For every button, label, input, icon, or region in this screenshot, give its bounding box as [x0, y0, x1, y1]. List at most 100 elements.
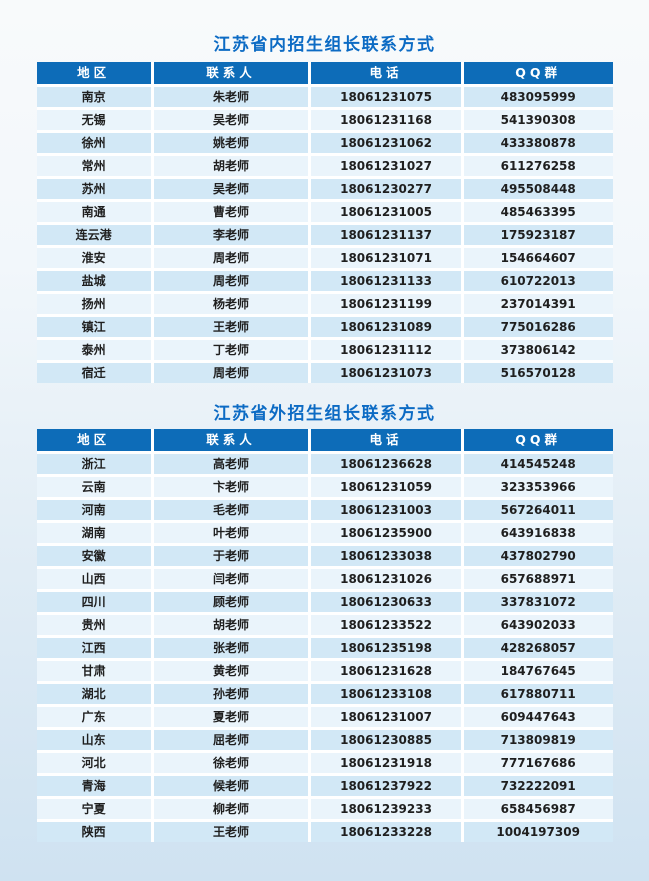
section-jiangsu-outside: 江苏省外招生组长联系方式 地区 联系人 电话 QQ群 浙江 高老师 18061236… [0, 399, 649, 842]
region-cell: 安徽 [36, 546, 151, 566]
table-row: 无锡 吴老师 18061231168 541390308 [36, 110, 613, 130]
table-title-outside: 江苏省外招生组长联系方式 [213, 404, 436, 424]
contact-cell: 于老师 [153, 546, 309, 566]
table-row: 宁夏 柳老师 18061239233 658456987 [36, 799, 613, 819]
qq-group-cell: 428268057 [463, 638, 613, 658]
phone-cell: 18061231137 [311, 225, 461, 245]
region-cell: 连云港 [36, 225, 151, 245]
phone-cell: 18061231133 [311, 271, 461, 291]
qq-group-cell: 732222091 [463, 776, 613, 796]
column-header-qq-group: QQ群 [463, 429, 613, 451]
table-row: 宿迁 周老师 18061231073 516570128 [36, 363, 613, 383]
phone-cell: 18061233522 [311, 615, 461, 635]
table-row: 南通 曹老师 18061231005 485463395 [36, 202, 613, 222]
phone-cell: 18061231007 [311, 707, 461, 727]
phone-cell: 18061231062 [311, 133, 461, 153]
qq-group-cell: 184767645 [463, 661, 613, 681]
phone-cell: 18061230277 [311, 179, 461, 199]
phone-cell: 18061231168 [311, 110, 461, 130]
qq-group-cell: 611276258 [463, 156, 613, 176]
contact-cell: 姚老师 [153, 133, 309, 153]
qq-group-cell: 516570128 [463, 363, 613, 383]
region-cell: 镇江 [36, 317, 151, 337]
phone-cell: 18061231199 [311, 294, 461, 314]
phone-cell: 18061231075 [311, 87, 461, 107]
qq-group-cell: 337831072 [463, 592, 613, 612]
phone-cell: 18061233038 [311, 546, 461, 566]
region-cell: 南通 [36, 202, 151, 222]
column-header-phone: 电话 [311, 429, 461, 451]
table-row: 镇江 王老师 18061231089 775016286 [36, 317, 613, 337]
column-header-phone: 电话 [311, 62, 461, 84]
qq-group-cell: 777167686 [463, 753, 613, 773]
qq-group-cell: 483095999 [463, 87, 613, 107]
table-row: 连云港 李老师 18061231137 175923187 [36, 225, 613, 245]
contact-cell: 夏老师 [153, 707, 309, 727]
qq-group-cell: 713809819 [463, 730, 613, 750]
contact-cell: 周老师 [153, 363, 309, 383]
phone-cell: 18061233228 [311, 822, 461, 842]
region-cell: 常州 [36, 156, 151, 176]
contact-cell: 李老师 [153, 225, 309, 245]
region-cell: 青海 [36, 776, 151, 796]
contact-cell: 胡老师 [153, 615, 309, 635]
phone-cell: 18061235900 [311, 523, 461, 543]
qq-group-cell: 541390308 [463, 110, 613, 130]
contact-cell: 黄老师 [153, 661, 309, 681]
phone-cell: 18061239233 [311, 799, 461, 819]
table-row: 广东 夏老师 18061231007 609447643 [36, 707, 613, 727]
table-row: 四川 顾老师 18061230633 337831072 [36, 592, 613, 612]
region-cell: 山西 [36, 569, 151, 589]
qq-group-cell: 485463395 [463, 202, 613, 222]
table-row: 徐州 姚老师 18061231062 433380878 [36, 133, 613, 153]
qq-group-cell: 657688971 [463, 569, 613, 589]
phone-cell: 18061237922 [311, 776, 461, 796]
table-row: 安徽 于老师 18061233038 437802790 [36, 546, 613, 566]
qq-group-cell: 495508448 [463, 179, 613, 199]
table-row: 湖北 孙老师 18061233108 617880711 [36, 684, 613, 704]
table-row: 浙江 高老师 18061236628 414545248 [36, 454, 613, 474]
contact-cell: 曹老师 [153, 202, 309, 222]
phone-cell: 18061231628 [311, 661, 461, 681]
contact-cell: 徐老师 [153, 753, 309, 773]
region-cell: 淮安 [36, 248, 151, 268]
contact-cell: 吴老师 [153, 179, 309, 199]
region-cell: 宁夏 [36, 799, 151, 819]
region-cell: 河南 [36, 500, 151, 520]
region-cell: 浙江 [36, 454, 151, 474]
region-cell: 湖南 [36, 523, 151, 543]
contact-cell: 叶老师 [153, 523, 309, 543]
region-cell: 贵州 [36, 615, 151, 635]
region-cell: 苏州 [36, 179, 151, 199]
region-cell: 湖北 [36, 684, 151, 704]
qq-group-cell: 323353966 [463, 477, 613, 497]
phone-cell: 18061231026 [311, 569, 461, 589]
table-row: 甘肃 黄老师 18061231628 184767645 [36, 661, 613, 681]
region-cell: 徐州 [36, 133, 151, 153]
region-cell: 盐城 [36, 271, 151, 291]
phone-cell: 18061233108 [311, 684, 461, 704]
table-row: 青海 候老师 18061237922 732222091 [36, 776, 613, 796]
qq-group-cell: 567264011 [463, 500, 613, 520]
contact-cell: 柳老师 [153, 799, 309, 819]
region-cell: 江西 [36, 638, 151, 658]
qq-group-cell: 373806142 [463, 340, 613, 360]
qq-group-cell: 658456987 [463, 799, 613, 819]
section-jiangsu-inside: 江苏省内招生组长联系方式 地区 联系人 电话 QQ群 南京 朱老师 18061231… [0, 30, 649, 383]
table-row: 河南 毛老师 18061231003 567264011 [36, 500, 613, 520]
contact-cell: 毛老师 [153, 500, 309, 520]
qq-group-cell: 1004197309 [463, 822, 613, 842]
region-cell: 四川 [36, 592, 151, 612]
contact-cell: 杨老师 [153, 294, 309, 314]
table-header-row: 地区 联系人 电话 QQ群 [36, 429, 613, 451]
phone-cell: 18061236628 [311, 454, 461, 474]
qq-group-cell: 610722013 [463, 271, 613, 291]
qq-group-cell: 437802790 [463, 546, 613, 566]
contact-cell: 周老师 [153, 248, 309, 268]
table-row: 泰州 丁老师 18061231112 373806142 [36, 340, 613, 360]
qq-group-cell: 617880711 [463, 684, 613, 704]
phone-cell: 18061231005 [311, 202, 461, 222]
table-row: 山东 屈老师 18061230885 713809819 [36, 730, 613, 750]
contact-cell: 卞老师 [153, 477, 309, 497]
contact-cell: 周老师 [153, 271, 309, 291]
